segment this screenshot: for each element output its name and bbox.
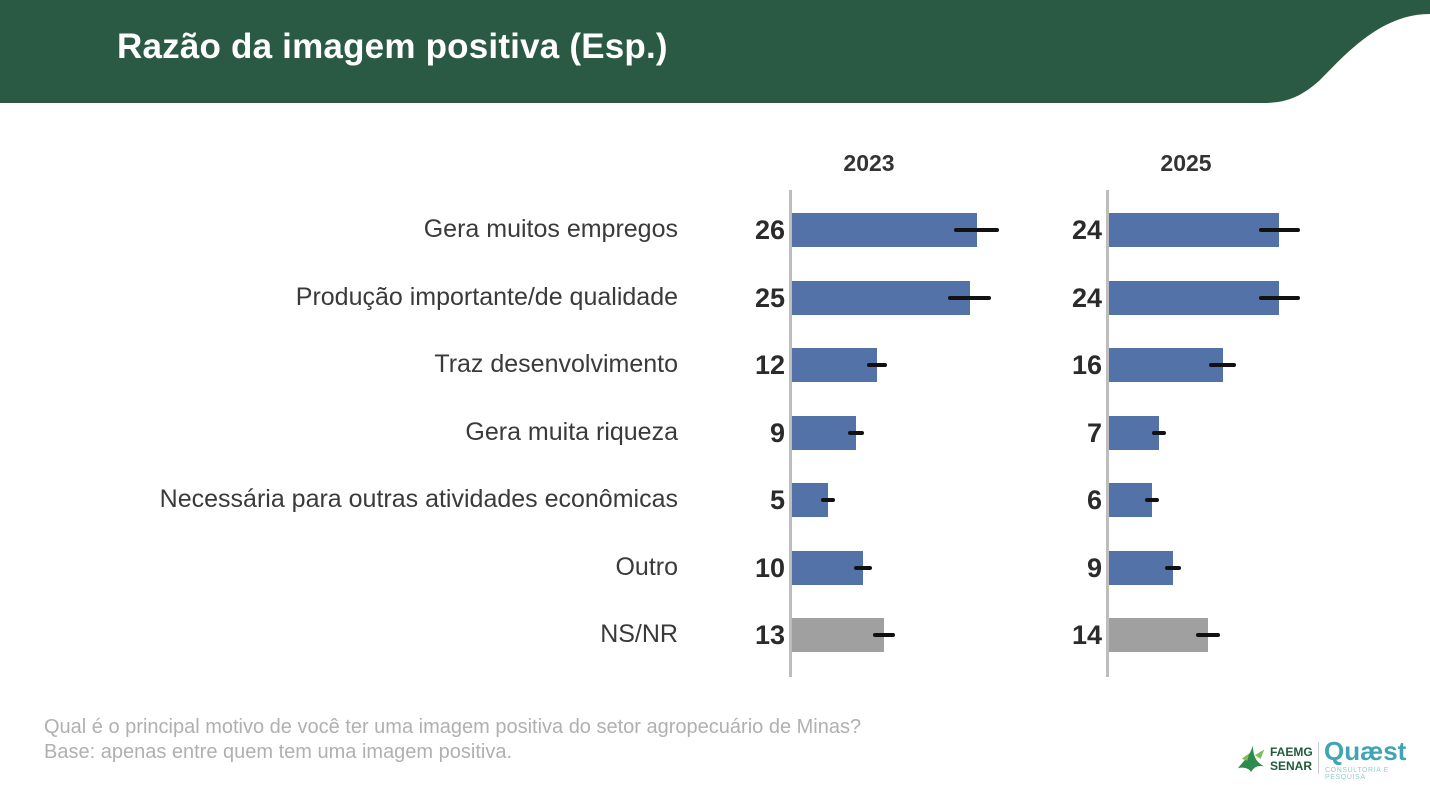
- error-bar-2023-3: [848, 430, 864, 435]
- bar-2025-2: [1109, 348, 1223, 382]
- bar-2025-4: [1109, 483, 1152, 517]
- error-bar-2023-5: [854, 565, 872, 570]
- value-label-2023-2: 12: [754, 350, 785, 380]
- category-label: Traz desenvolvimento: [434, 350, 678, 378]
- category-label: NS/NR: [600, 620, 678, 648]
- error-bar-2023-4: [820, 498, 835, 502]
- category-label: Necessária para outras atividades econôm…: [159, 485, 678, 513]
- error-bar-2025-1: [1258, 295, 1300, 300]
- value-label-2025-2: 16: [1071, 350, 1102, 380]
- value-label-2025-1: 24: [1071, 282, 1102, 313]
- error-bar-2023-1: [948, 295, 991, 300]
- value-label-2023-4: 5: [769, 485, 785, 515]
- quaest-logo-text: Quæst: [1324, 736, 1407, 766]
- page-title: Razão da imagem positiva (Esp.): [117, 27, 668, 66]
- bar-2025-0: [1109, 213, 1280, 247]
- value-label-2023-6: 13: [754, 620, 785, 650]
- error-bar-2025-4: [1144, 498, 1159, 502]
- column-header-2023: 2023: [843, 150, 895, 176]
- value-label-2025-4: 6: [1086, 485, 1102, 515]
- category-label: Produção importante/de qualidade: [295, 282, 678, 311]
- bar-2023-0: [792, 213, 977, 247]
- axis-line-2023: [789, 190, 792, 677]
- bar-2023-1: [792, 280, 970, 315]
- value-label-2023-5: 10: [754, 552, 785, 583]
- bar-2025-5: [1109, 550, 1173, 585]
- column-header-2025: 2025: [1160, 150, 1212, 176]
- category-label: Gera muitos empregos: [423, 215, 678, 243]
- value-label-2023-0: 26: [754, 215, 785, 245]
- value-label-2023-3: 9: [769, 417, 785, 448]
- error-bar-2023-2: [866, 363, 888, 367]
- survey-question: Qual é o principal motivo de você ter um…: [44, 716, 862, 738]
- error-bar-2025-2: [1208, 363, 1237, 367]
- value-label-2025-0: 24: [1071, 215, 1102, 245]
- category-label: Gera muita riqueza: [465, 417, 678, 446]
- faemg-logo-text: FAEMG: [1270, 745, 1313, 759]
- senar-logo-text: SENAR: [1270, 759, 1313, 773]
- header-band: [0, 0, 1430, 103]
- faemg-senar-logo: [1237, 745, 1265, 773]
- error-bar-2023-6: [873, 633, 896, 637]
- bar-2023-5: [792, 550, 863, 585]
- bar-2025-3: [1109, 415, 1159, 450]
- bar-2023-2: [792, 348, 878, 382]
- logo-separator: [1318, 742, 1319, 774]
- quaest-logo-subtitle: CONSULTORIA E PESQUISA: [1325, 767, 1389, 781]
- bar-2025-6: [1109, 618, 1209, 652]
- error-bar-2023-0: [954, 228, 999, 232]
- bar-2023-6: [792, 618, 885, 652]
- bar-2023-3: [792, 415, 856, 450]
- error-bar-2025-0: [1258, 228, 1300, 232]
- bar-2025-1: [1109, 280, 1280, 315]
- value-label-2025-6: 14: [1071, 620, 1102, 650]
- error-bar-2025-6: [1196, 633, 1221, 637]
- category-label: Outro: [615, 552, 678, 581]
- error-bar-2025-3: [1151, 430, 1166, 435]
- axis-line-2025: [1106, 190, 1109, 677]
- value-label-2025-5: 9: [1086, 552, 1102, 583]
- error-bar-2025-5: [1165, 565, 1181, 570]
- survey-base: Base: apenas entre quem tem uma imagem p…: [44, 741, 513, 763]
- value-label-2025-3: 7: [1086, 417, 1102, 448]
- value-label-2023-1: 25: [754, 282, 785, 313]
